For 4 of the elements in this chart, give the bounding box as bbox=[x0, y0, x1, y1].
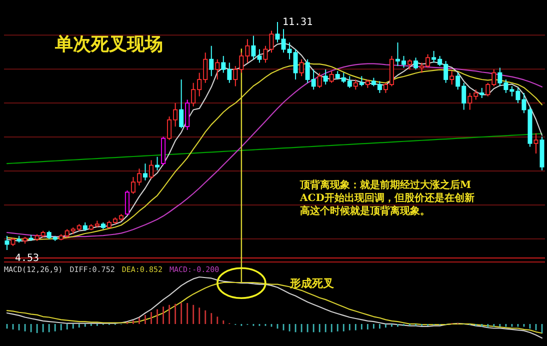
annotation: 顶背离现象：就是前期经过大涨之后MACD开始出现回调，但股价还是在创新高这个时候就是顶背离现象。 bbox=[299, 179, 474, 217]
annotation: 形成死叉 bbox=[289, 277, 334, 290]
annotation: 11.31 bbox=[282, 17, 313, 28]
text: 单次死叉现场 bbox=[54, 34, 163, 55]
